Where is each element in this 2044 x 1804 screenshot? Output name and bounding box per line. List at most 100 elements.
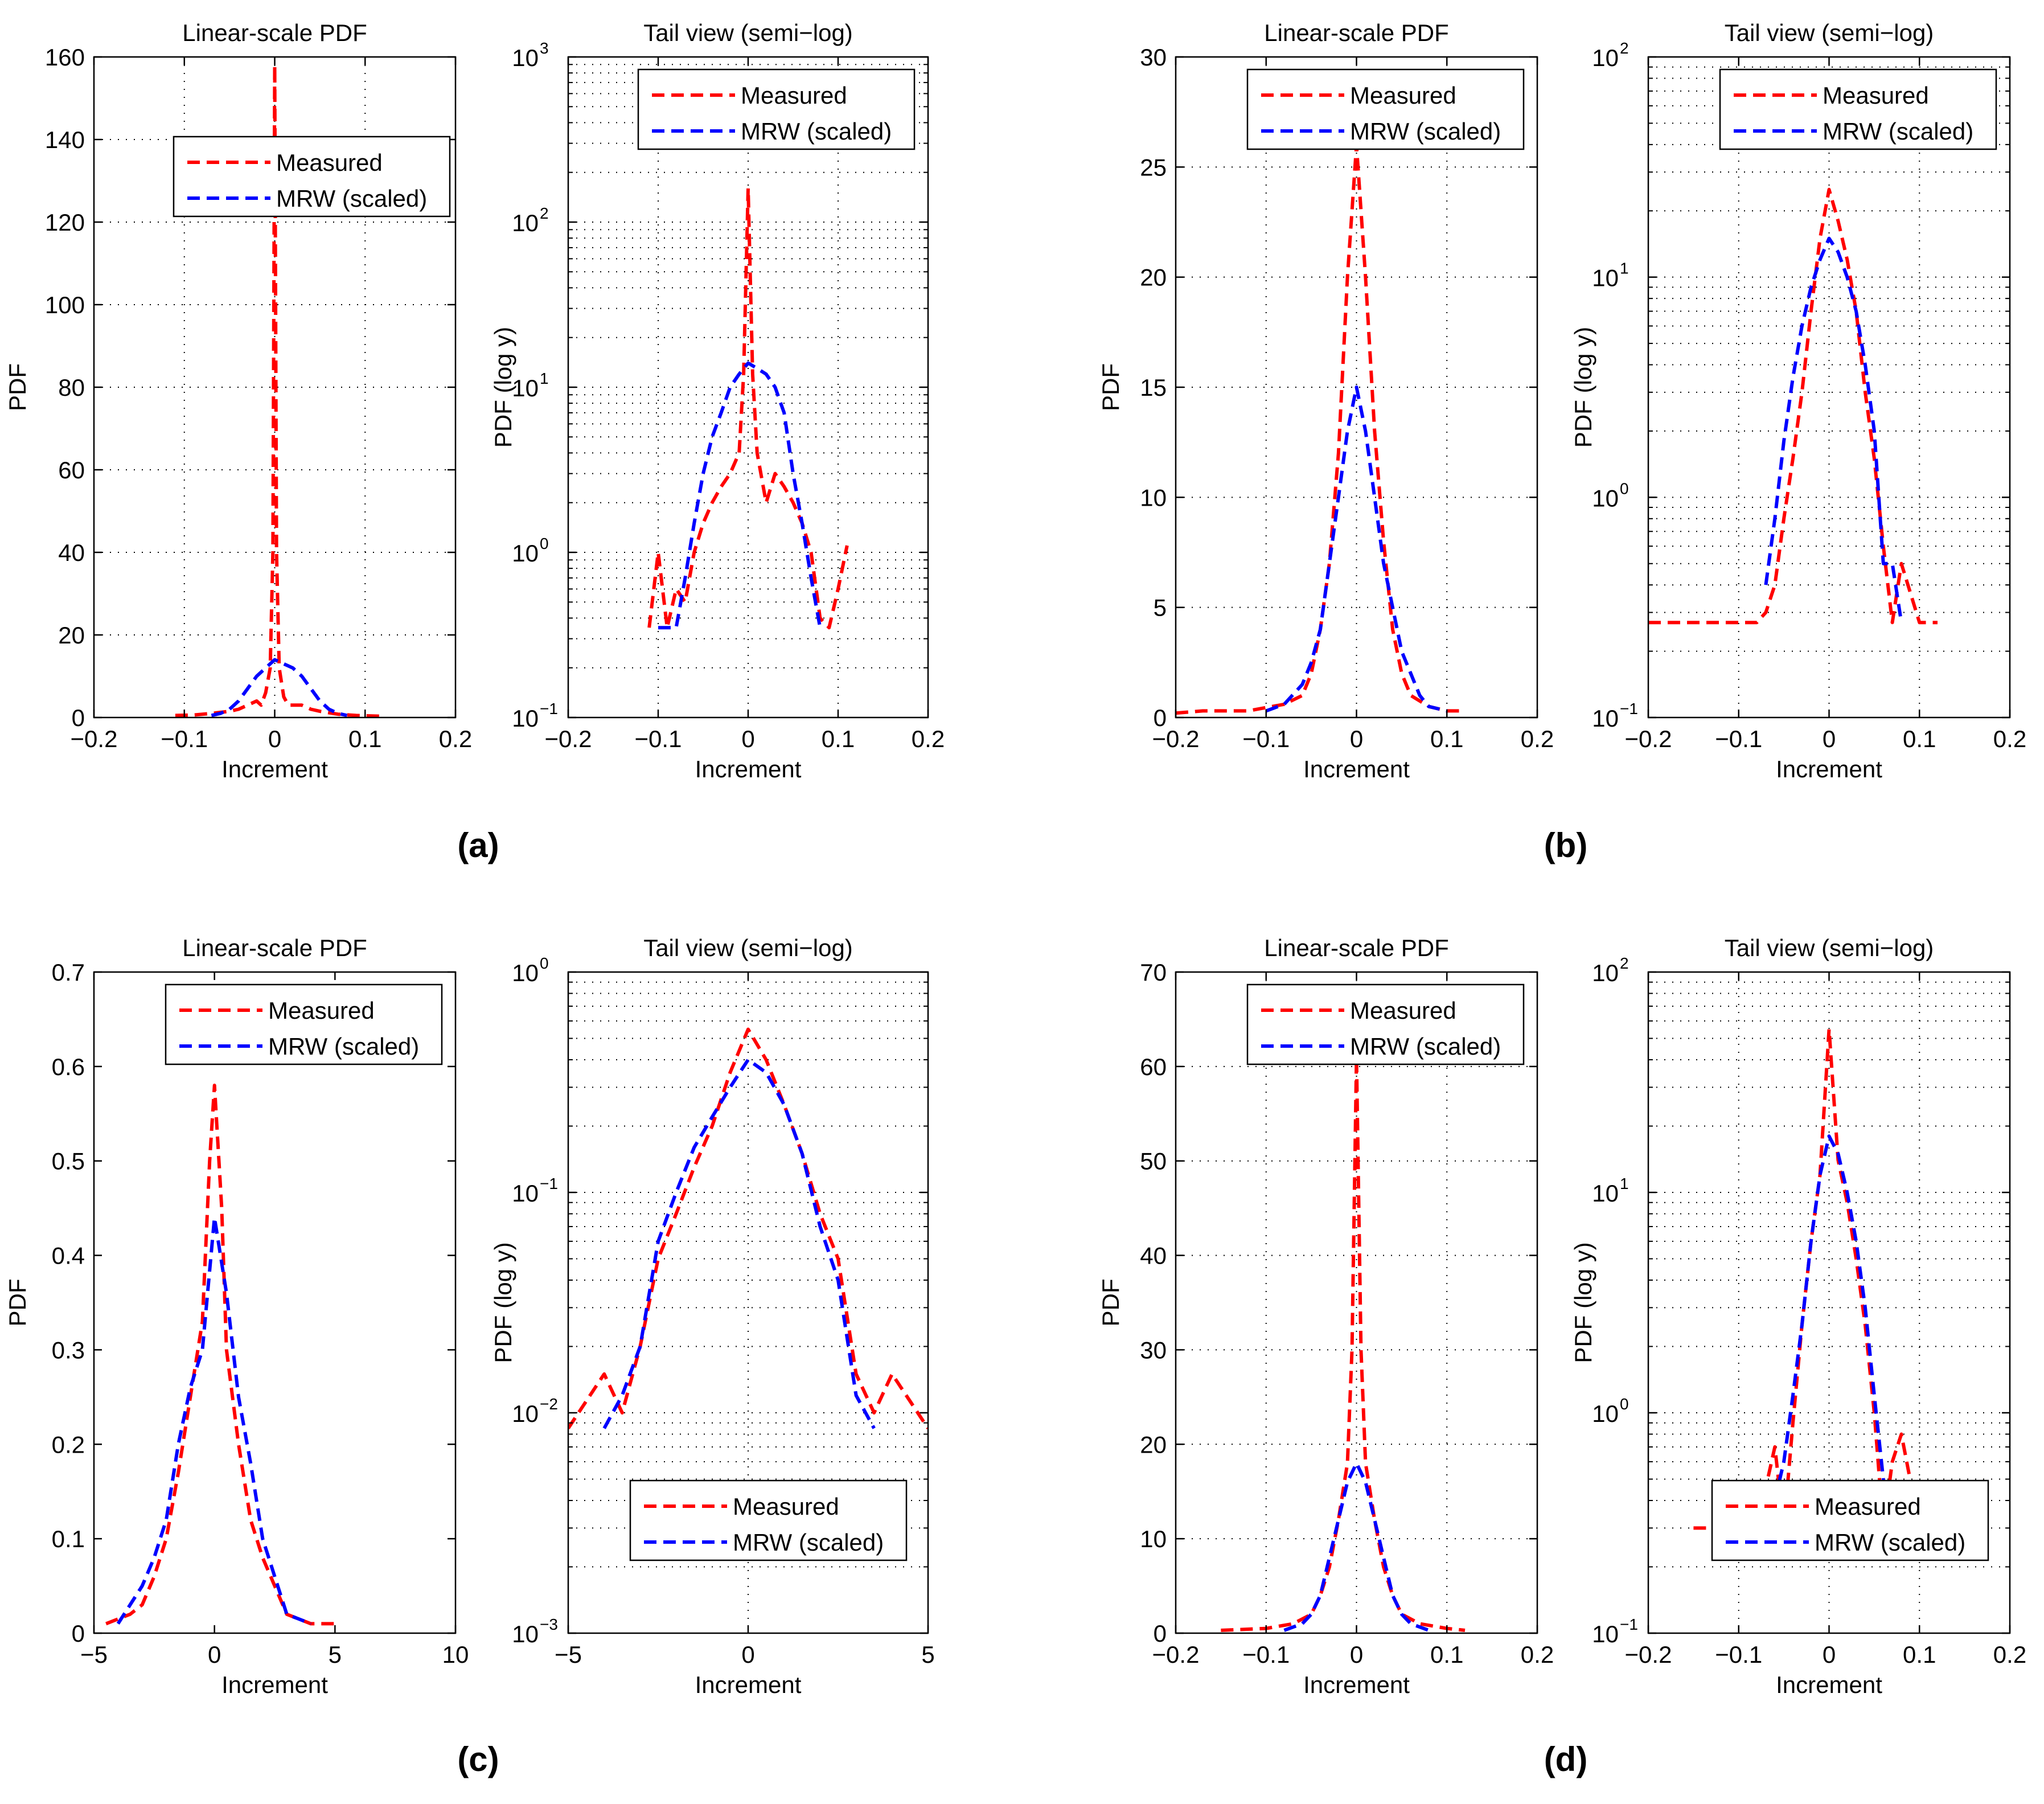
y-tick-label: 10: [512, 210, 539, 236]
y-axis-label: PDF: [4, 363, 31, 411]
y-tick-label: 0.1: [52, 1526, 85, 1552]
legend-entry: Measured: [1350, 997, 1456, 1024]
legend: Measured MRW (scaled): [1246, 983, 1525, 1065]
legend-entry: MRW (scaled): [1350, 118, 1501, 145]
y-tick-label: 10: [1592, 44, 1619, 71]
legend-entry: Measured: [1350, 82, 1456, 109]
y-tick-label: 10: [1140, 484, 1167, 511]
x-tick-label: −0.2: [1152, 1641, 1200, 1668]
series-line-mrw-scaled: [1773, 1134, 1890, 1514]
y-tick-label: 10: [512, 1180, 539, 1207]
x-axis-label: Increment: [221, 756, 328, 782]
y-tick-exponent: −1: [1620, 1616, 1638, 1633]
y-tick-label: 0.7: [52, 959, 85, 986]
chart-title: Linear-scale PDF: [1264, 19, 1448, 46]
y-tick-label: 20: [1140, 264, 1167, 291]
y-axis-label: PDF: [1097, 363, 1124, 411]
y-tick-label: 25: [1140, 154, 1167, 181]
series-line-measured: [105, 1084, 335, 1626]
legend: Measured MRW (scaled): [173, 136, 451, 218]
y-tick-exponent: 3: [540, 39, 549, 57]
axes-frame: [93, 971, 457, 1634]
x-tick-label: −0.2: [1152, 725, 1200, 752]
legend-entry: Measured: [733, 1493, 839, 1520]
x-axis-label: Increment: [1303, 1671, 1410, 1698]
legend: Measured MRW (scaled): [629, 1479, 908, 1561]
y-tick-label: 30: [1140, 1336, 1167, 1363]
plot-area: [1648, 187, 1938, 625]
x-tick-label: −0.2: [71, 725, 118, 752]
y-tick-label: 10: [512, 540, 539, 567]
panel-label: (c): [457, 1740, 499, 1778]
legend-entry: Measured: [741, 82, 847, 109]
y-tick-label: 20: [58, 622, 85, 649]
plot-area: [1176, 143, 1465, 715]
legend-box: [1246, 983, 1525, 1065]
chart-title: Linear-scale PDF: [182, 934, 367, 961]
x-tick-label: −0.2: [545, 725, 592, 752]
y-tick-label: 0.2: [52, 1431, 85, 1458]
y-tick-label: 70: [1140, 959, 1167, 986]
legend-box: [1719, 68, 1997, 150]
y-tick-label: 80: [58, 374, 85, 401]
y-axis-label: PDF: [1097, 1279, 1124, 1327]
x-tick-label: −0.1: [1715, 725, 1762, 752]
y-tick-exponent: 1: [540, 370, 549, 387]
chart-title: Tail view (semi−log): [1725, 934, 1934, 961]
grid-lines: [94, 57, 455, 718]
x-tick-label: 0: [268, 725, 281, 752]
series-line-mrw-scaled: [116, 1216, 312, 1626]
y-axis-label: PDF: [4, 1279, 31, 1327]
legend: Measured MRW (scaled): [637, 68, 916, 150]
y-tick-label: 140: [45, 126, 85, 153]
x-tick-label: −0.1: [1242, 1641, 1290, 1668]
chart-a-linear: −0.2 −0.1 0 0.1 0.2 0 20 40 60 80 100 120 140 160 Line…: [4, 19, 472, 782]
chart-c-linear: −5 0 5 1000.10.20.30.40.50.60.7Linear-scale…: [4, 934, 469, 1698]
y-tick-label: 0.4: [52, 1243, 85, 1269]
y-tick-exponent: −1: [1620, 700, 1638, 718]
y-tick-label: 0.5: [52, 1148, 85, 1175]
x-tick-label: −0.1: [161, 725, 208, 752]
plot-area: [1693, 1027, 1938, 1530]
y-tick-label: 0: [1154, 1620, 1167, 1647]
x-tick-label: 0: [208, 1641, 221, 1668]
y-tick-label: 10: [512, 960, 539, 986]
y-tick-label: 30: [1140, 44, 1167, 71]
x-tick-label: −5: [555, 1641, 582, 1668]
y-tick-label: 0.6: [52, 1053, 85, 1080]
panel-label: (a): [457, 826, 499, 864]
y-tick-label: 10: [1592, 1400, 1619, 1427]
y-tick-label: 40: [58, 539, 85, 566]
x-tick-label: 0.1: [1430, 1641, 1463, 1668]
y-tick-exponent: 0: [540, 535, 549, 552]
series-line-mrw-scaled: [1283, 1461, 1430, 1632]
panel-label: (b): [1544, 826, 1588, 864]
y-tick-label: 0: [72, 704, 85, 731]
legend-entry: Measured: [268, 997, 375, 1024]
y-tick-label: 10: [512, 1400, 539, 1427]
y-tick-label: 40: [1140, 1243, 1167, 1269]
y-tick-label: 50: [1140, 1148, 1167, 1175]
x-tick-label: 0.2: [1521, 725, 1554, 752]
x-tick-label: 0.1: [822, 725, 855, 752]
y-axis-label: PDF (log y): [1570, 327, 1596, 448]
x-tick-label: 0: [741, 725, 754, 752]
x-tick-label: 0.2: [1993, 1641, 2026, 1668]
legend: Measured MRW (scaled): [165, 983, 443, 1065]
x-tick-label: −0.1: [635, 725, 682, 752]
chart-d-linear: −0.2 −0.1 0 0.1 0.2 0 10 20 30 40 50 60 70 Linear-sca…: [1097, 934, 1554, 1698]
legend-entry: MRW (scaled): [741, 118, 892, 145]
legend-entry: Measured: [276, 149, 383, 176]
y-tick-label: 10: [1592, 960, 1619, 986]
series-line-mrw-scaled: [211, 658, 348, 718]
panel-label: (d): [1544, 1740, 1588, 1778]
legend-entry: MRW (scaled): [276, 185, 427, 212]
x-tick-label: 0.1: [1903, 725, 1936, 752]
series-line-mrw-scaled: [1764, 236, 1903, 623]
legend: Measured MRW (scaled): [1711, 1479, 1989, 1561]
y-tick-exponent: −1: [540, 700, 558, 718]
legend-box: [629, 1479, 908, 1561]
x-tick-label: 0.2: [1521, 1641, 1554, 1668]
